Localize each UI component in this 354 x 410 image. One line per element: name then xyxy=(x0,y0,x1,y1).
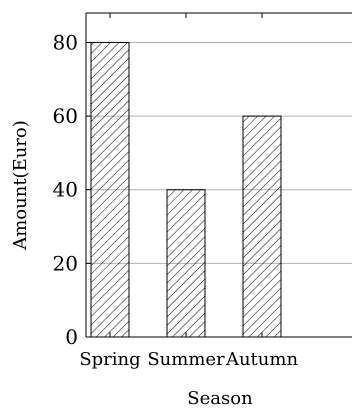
x-axis-title: Season xyxy=(187,388,253,409)
bar-spring xyxy=(90,41,130,338)
bars xyxy=(90,41,282,338)
bar-summer xyxy=(166,189,206,338)
gridlines xyxy=(86,41,352,264)
axes xyxy=(85,12,352,338)
y-axis-title: Amount(Euro) xyxy=(10,120,31,251)
y-tick-label-20: 20 xyxy=(53,251,78,275)
labels: 0 20 40 60 80 Spring Summer Autumn xyxy=(53,30,299,370)
y-tick-label-60: 60 xyxy=(53,104,78,128)
y-tick-label-40: 40 xyxy=(53,178,78,202)
y-tick-label-0: 0 xyxy=(65,325,78,349)
x-tick-label-spring: Spring xyxy=(79,349,140,370)
y-tick-label-80: 80 xyxy=(53,30,78,54)
x-tick-label-summer: Summer xyxy=(147,349,225,370)
bar-autumn xyxy=(242,115,282,338)
x-tick-label-autumn: Autumn xyxy=(225,349,298,370)
